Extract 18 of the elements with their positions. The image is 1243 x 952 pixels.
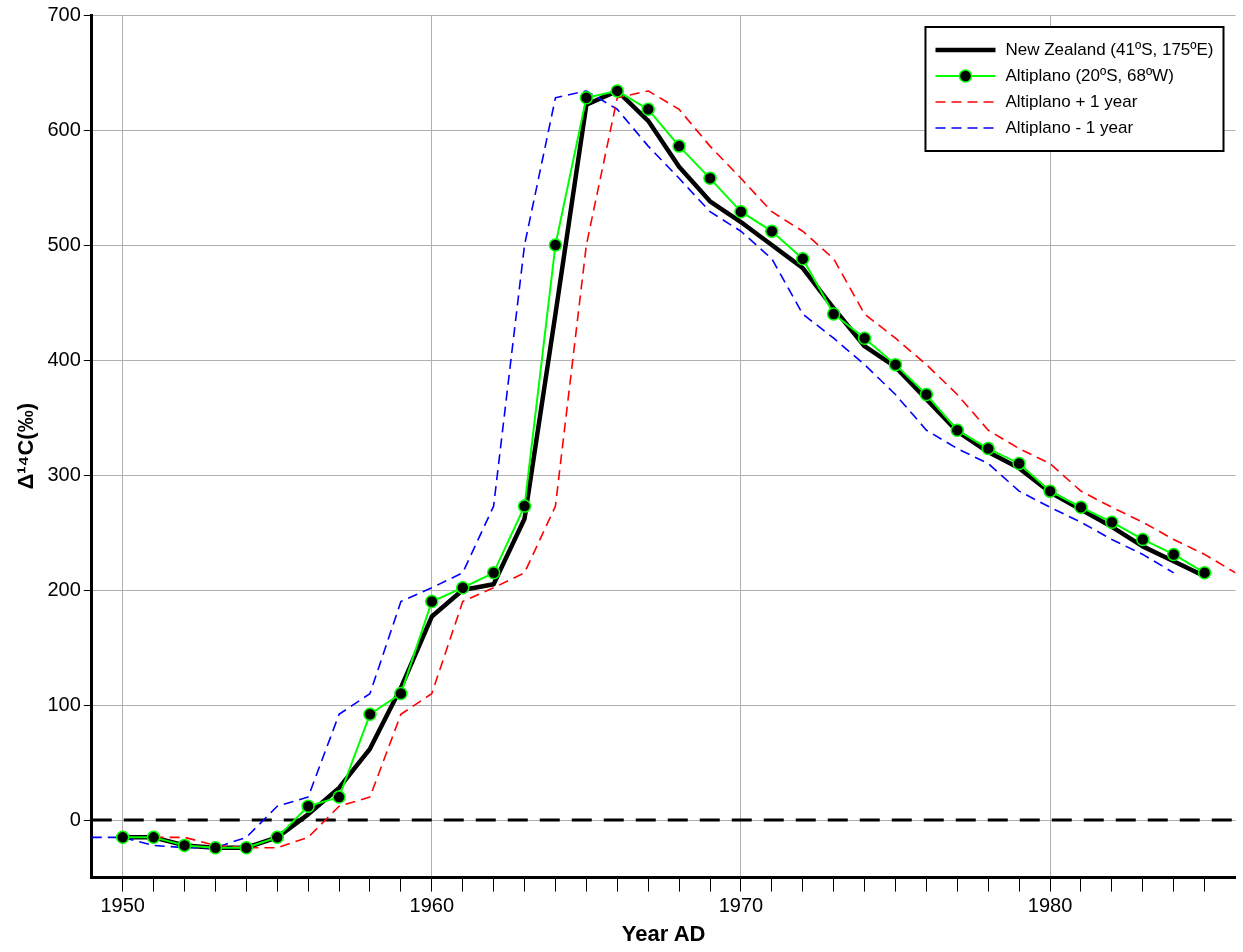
y-tick-label: 300 xyxy=(47,462,81,485)
x-tick-label: 1950 xyxy=(100,894,145,917)
legend-label: New Zealand (41ºS, 175ºE) xyxy=(1005,39,1214,59)
x-tick-label: 1960 xyxy=(409,894,455,917)
x-tick-label: 1980 xyxy=(1027,894,1073,917)
legend-label: Altiplano + 1 year xyxy=(1005,91,1138,111)
x-tick-label: 1970 xyxy=(718,894,764,917)
y-tick-label: 500 xyxy=(47,232,81,255)
y-axis-title: Δ¹⁴C(‰) xyxy=(13,403,39,490)
y-tick-label: 400 xyxy=(47,347,81,370)
y-tick-label: 0 xyxy=(69,807,81,830)
x-axis-title: Year AD xyxy=(621,920,706,946)
y-tick-label: 700 xyxy=(47,2,81,25)
legend-label: Altiplano - 1 year xyxy=(1005,117,1134,137)
y-tick-label: 600 xyxy=(47,117,81,140)
legend-label: Altiplano (20ºS, 68ºW) xyxy=(1005,65,1174,85)
y-tick-label: 200 xyxy=(47,577,81,600)
y-tick-label: 100 xyxy=(47,692,81,715)
